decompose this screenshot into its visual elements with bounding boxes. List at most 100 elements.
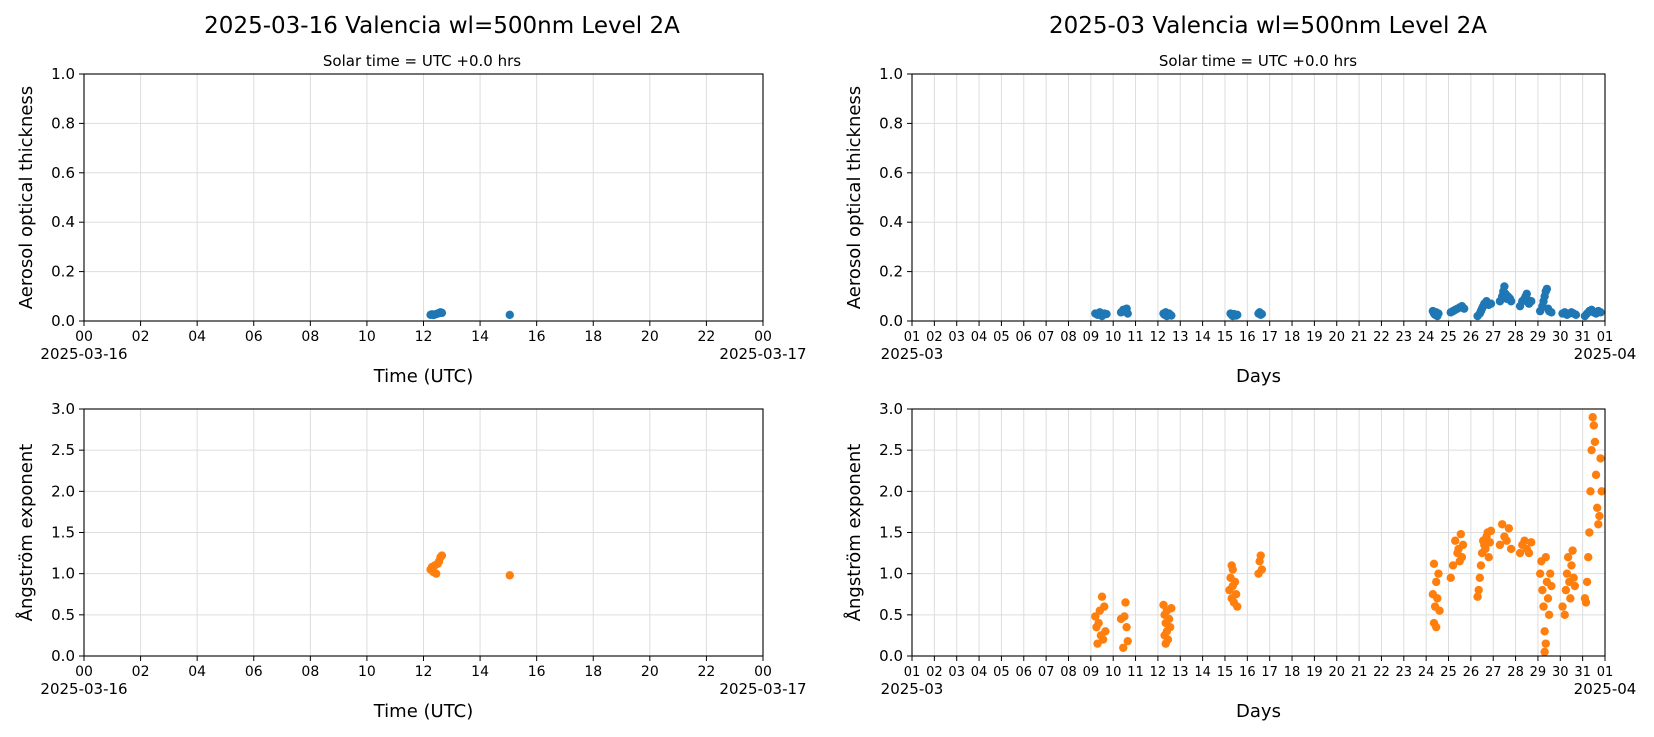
data-point xyxy=(1165,622,1175,632)
data-point xyxy=(1544,610,1554,620)
data-point xyxy=(1541,639,1550,648)
x-tick-label: 30 xyxy=(1552,665,1569,680)
x-tick-label: 14 xyxy=(471,329,489,345)
data-point xyxy=(1163,635,1173,644)
data-point xyxy=(1568,546,1577,555)
x-date-end-label: 2025-03-17 xyxy=(719,345,806,363)
x-tick-label: 27 xyxy=(1485,665,1502,680)
x-tick-label: 01 xyxy=(904,665,921,680)
data-point xyxy=(1119,643,1128,652)
x-tick-label: 22 xyxy=(698,329,716,345)
x-tick-label: 10 xyxy=(1105,665,1122,680)
x-tick-label: 00 xyxy=(754,664,772,680)
x-axis-label: Time (UTC) xyxy=(373,701,474,722)
x-tick-label: 08 xyxy=(301,329,319,345)
data-point xyxy=(1546,569,1555,578)
x-tick-label: 02 xyxy=(132,329,150,345)
data-point xyxy=(1097,592,1107,601)
data-point xyxy=(1596,308,1605,317)
data-point xyxy=(1569,573,1578,582)
x-tick-label: 14 xyxy=(1194,665,1211,680)
data-point xyxy=(1547,308,1556,317)
x-tick-label: 19 xyxy=(1306,665,1323,680)
data-point xyxy=(437,551,447,560)
x-date-start-label: 2025-03-16 xyxy=(40,345,127,363)
x-tick-label: 29 xyxy=(1530,665,1547,680)
x-tick-label: 12 xyxy=(1150,330,1167,345)
x-tick-label: 21 xyxy=(1351,330,1368,345)
x-tick-label: 13 xyxy=(1172,665,1189,680)
x-tick-label: 28 xyxy=(1507,330,1524,345)
data-point xyxy=(1567,561,1576,570)
data-point xyxy=(1434,309,1443,318)
y-tick-label: 1.5 xyxy=(51,524,75,542)
x-tick-label: 05 xyxy=(993,665,1010,680)
x-date-end-label: 2025-03-17 xyxy=(719,680,806,698)
data-point xyxy=(1257,565,1267,574)
data-point xyxy=(1481,544,1490,554)
data-point xyxy=(1101,627,1110,636)
x-tick-label: 08 xyxy=(1060,665,1077,680)
y-tick-label: 3.0 xyxy=(51,400,75,418)
data-point xyxy=(1167,604,1176,613)
data-point xyxy=(1535,569,1545,578)
y-tick-label: 1.0 xyxy=(879,65,903,83)
data-point xyxy=(1540,627,1549,636)
data-point xyxy=(1122,622,1131,632)
data-point xyxy=(1542,284,1552,294)
x-tick-label: 25 xyxy=(1440,330,1457,345)
data-point xyxy=(505,310,514,320)
y-tick-label: 0.4 xyxy=(51,213,75,231)
y-tick-label: 0.4 xyxy=(879,213,903,231)
angstrom-month-plot: 01 02 03 04 05 06 07 08 09 10 11 12 13 14 15 16 17 18 19 20… xyxy=(843,400,1636,722)
y-axis-label: Ångström exponent xyxy=(15,444,37,622)
data-point xyxy=(1098,635,1108,644)
x-tick-label: 16 xyxy=(528,664,546,680)
x-tick-label: 06 xyxy=(245,329,263,345)
x-tick-label: 18 xyxy=(1284,665,1301,680)
x-tick-label: 22 xyxy=(1373,330,1390,345)
x-tick-label: 18 xyxy=(584,329,602,345)
x-tick-label: 14 xyxy=(1194,330,1211,345)
x-tick-label: 06 xyxy=(1016,665,1033,680)
x-tick-label: 15 xyxy=(1217,665,1234,680)
data-point xyxy=(1432,622,1441,632)
y-axis-label: Aerosol optical thickness xyxy=(844,86,865,309)
x-tick-label: 12 xyxy=(415,664,433,680)
data-point xyxy=(1448,561,1458,570)
data-point xyxy=(1257,309,1267,319)
left-title: 2025-03-16 Valencia wl=500nm Level 2A xyxy=(204,13,680,39)
x-tick-label: 20 xyxy=(641,664,659,680)
x-tick-label: 07 xyxy=(1038,665,1055,680)
data-point xyxy=(1457,553,1467,562)
x-tick-label: 12 xyxy=(1150,665,1167,680)
y-tick-label: 0.6 xyxy=(51,164,75,182)
aot-month-plot: 01 02 03 04 05 06 07 08 09 10 11 12 13 14 15 16 17 18 19 20… xyxy=(844,65,1636,387)
x-tick-label: 08 xyxy=(301,664,319,680)
x-tick-label: 24 xyxy=(1418,665,1435,680)
x-tick-label: 29 xyxy=(1530,330,1547,345)
y-tick-label: 0.0 xyxy=(51,312,75,330)
data-point xyxy=(1121,598,1130,607)
data-point xyxy=(1473,592,1482,601)
data-point xyxy=(1433,594,1442,603)
data-point xyxy=(1506,544,1516,554)
data-point xyxy=(1538,585,1547,595)
x-tick-label: 04 xyxy=(971,330,988,345)
data-point xyxy=(1100,602,1109,611)
x-tick-label: 16 xyxy=(1239,665,1256,680)
x-tick-label: 11 xyxy=(1127,665,1144,680)
data-point xyxy=(1164,614,1174,624)
data-point xyxy=(1547,581,1556,591)
data-point xyxy=(1459,304,1469,313)
data-point xyxy=(1520,536,1529,545)
x-tick-label: 06 xyxy=(245,664,263,680)
y-tick-label: 2.0 xyxy=(879,482,903,500)
x-tick-label: 22 xyxy=(1373,665,1390,680)
x-tick-label: 26 xyxy=(1463,665,1480,680)
data-point xyxy=(1475,573,1485,582)
y-tick-label: 0.6 xyxy=(879,164,903,182)
y-tick-label: 0.8 xyxy=(879,114,903,132)
data-points xyxy=(1091,413,1606,657)
